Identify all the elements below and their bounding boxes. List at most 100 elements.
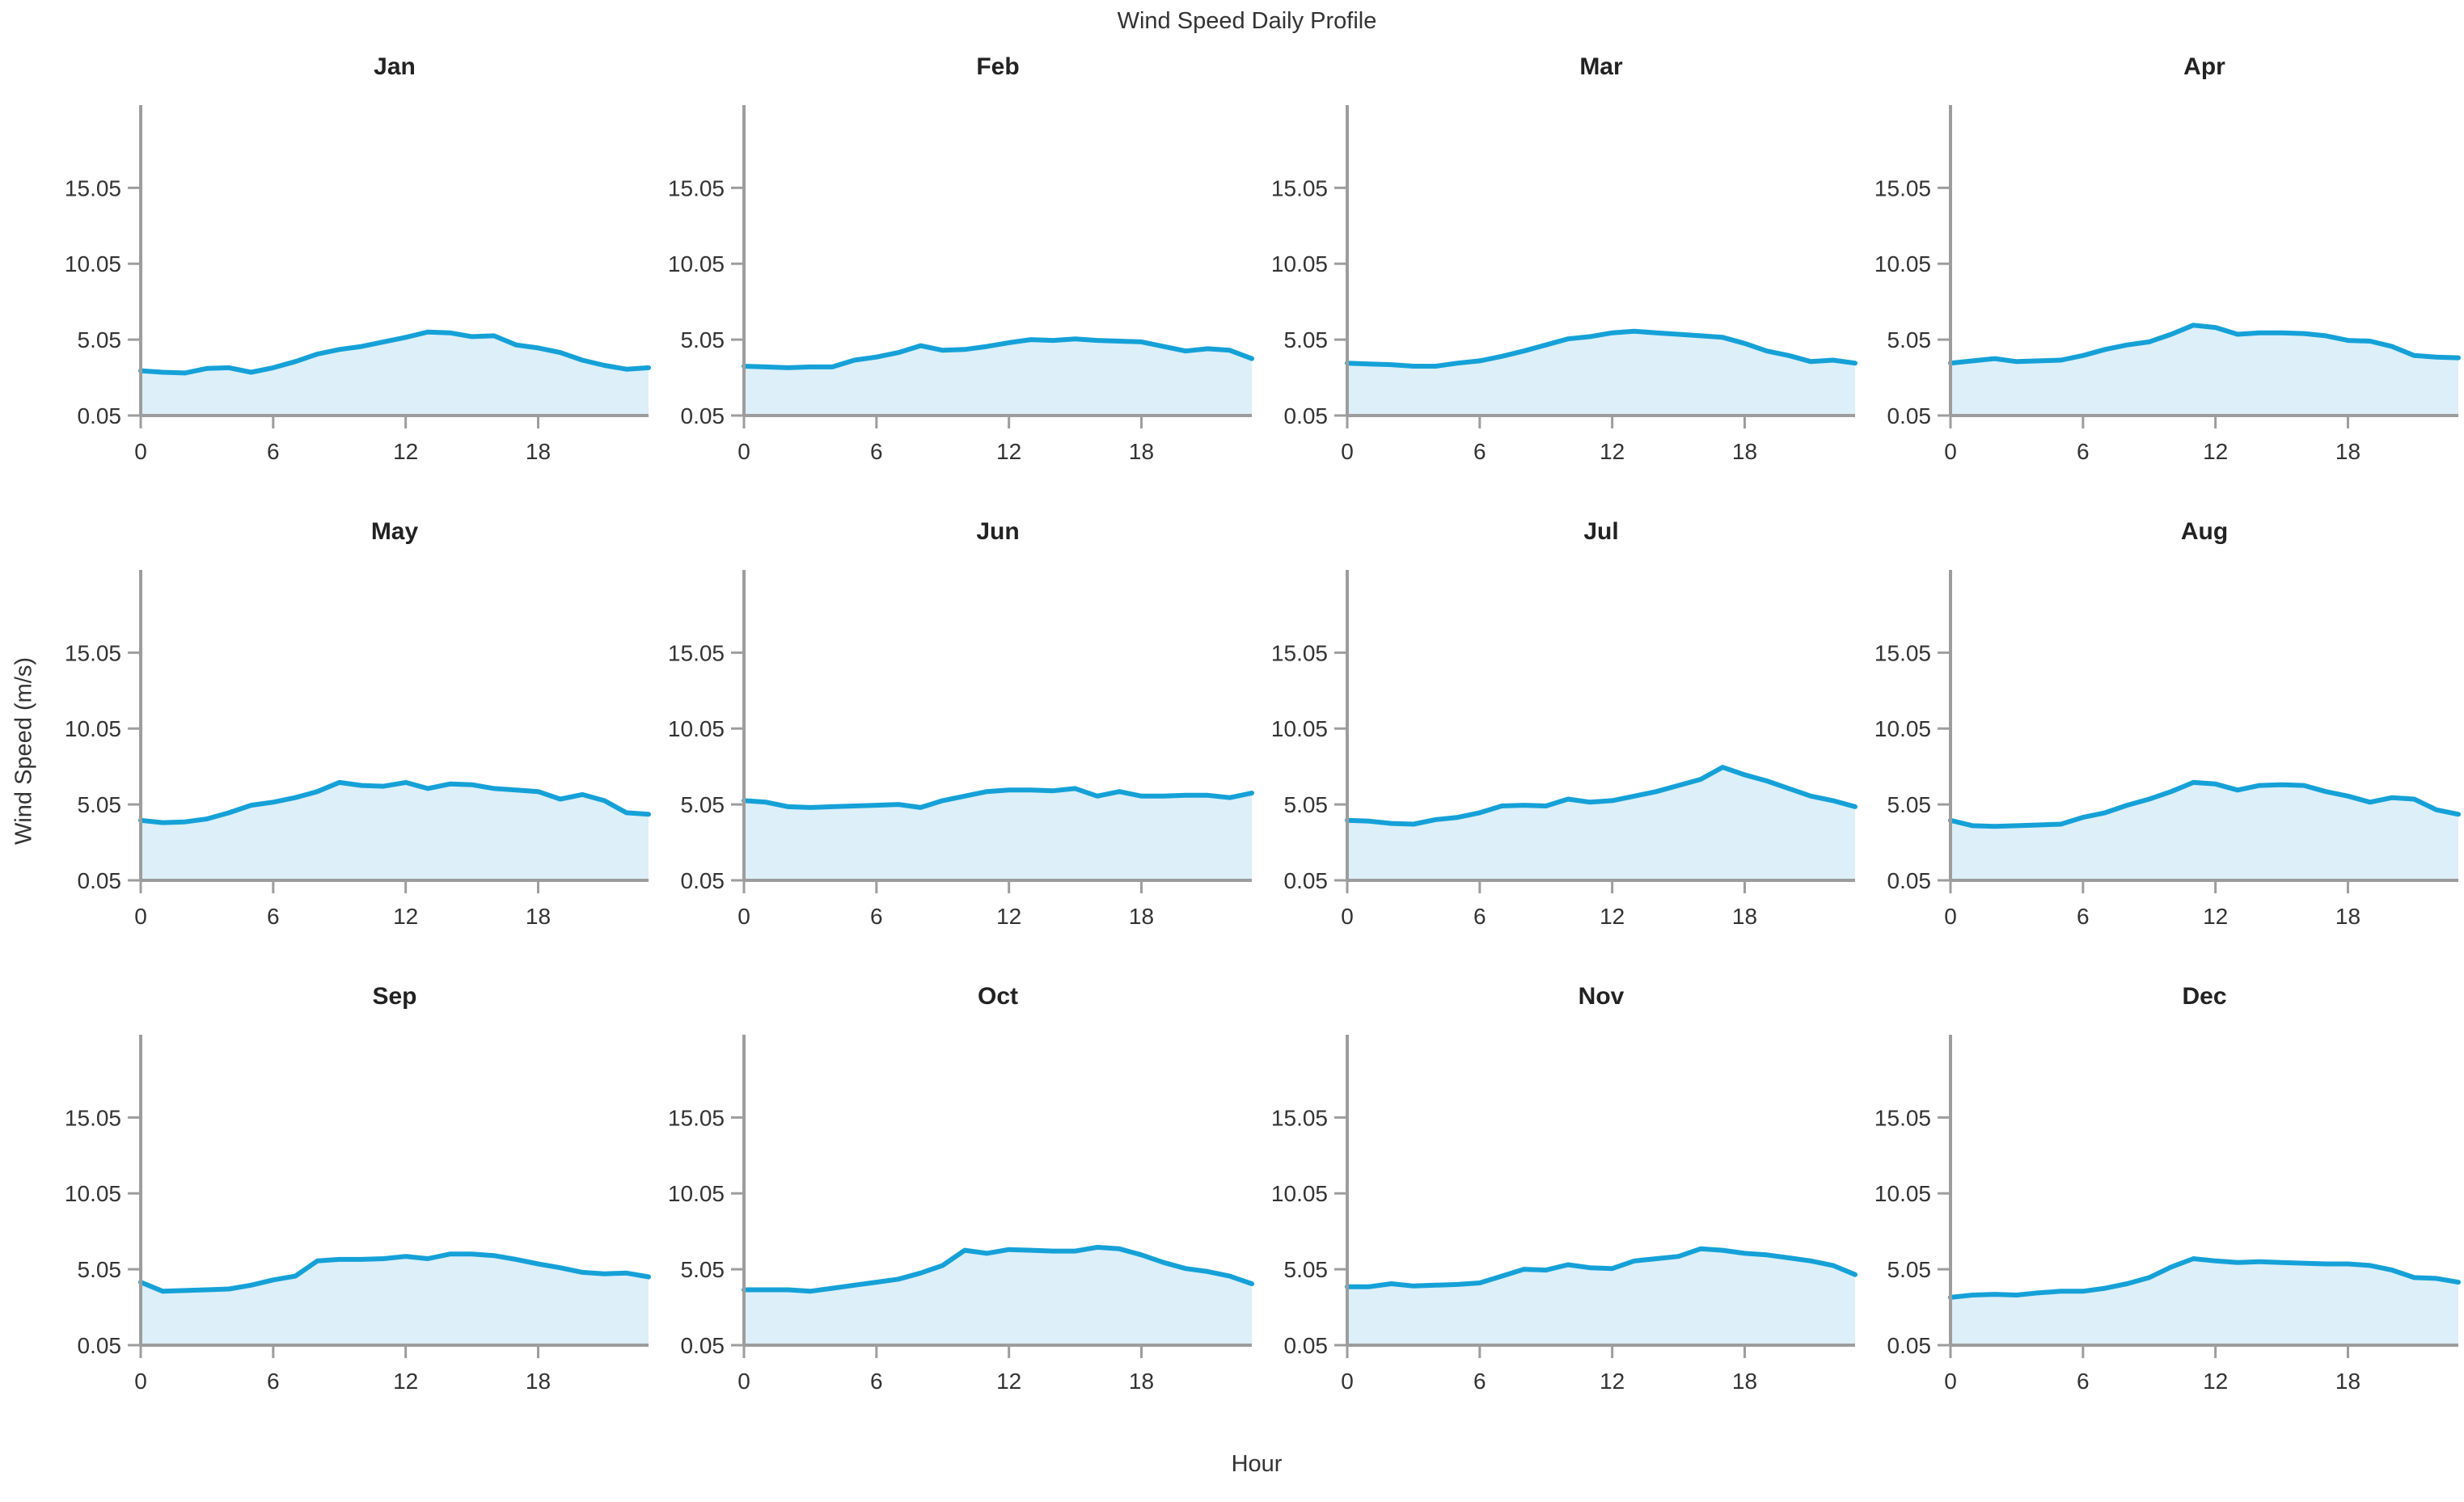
y-tick-label: 10.05 [668,716,725,741]
y-tick-label: 5.05 [681,327,725,352]
x-tick-label: 6 [2077,1369,2090,1394]
subplot-oct: 0.05 5.05 10.05 15.05 0 6 12 18 Oct [668,983,1254,1394]
x-tick-label: 6 [870,904,883,929]
area-jul [1347,767,1855,880]
x-tick-label: 12 [393,1369,418,1394]
subplot-aug: 0.05 5.05 10.05 15.05 0 6 12 18 Aug [1874,518,2461,929]
subplot-mar: 0.05 5.05 10.05 15.05 0 6 12 18 Mar [1271,53,1858,464]
subplot-title: Jul [1583,518,1618,545]
y-tick-label: 5.05 [1284,1257,1329,1282]
line-oct [742,1244,1254,1294]
y-tick-label: 0.05 [78,403,122,428]
x-tick-label: 6 [267,1369,280,1394]
y-tick-label: 10.05 [1271,1181,1328,1206]
x-tick-label: 6 [2077,904,2090,929]
x-tick-label: 12 [996,1369,1021,1394]
x-tick-label: 18 [526,1369,551,1394]
line-feb [742,336,1254,370]
y-tick-label: 15.05 [1874,1105,1931,1130]
subplot-title: Aug [2181,518,2228,545]
y-tick-label: 5.05 [1887,792,1932,817]
x-tick-label: 0 [134,439,147,464]
x-tick-label: 6 [1473,439,1486,464]
x-tick-label: 6 [267,439,280,464]
x-tick-label: 12 [1600,1369,1625,1394]
y-tick-label: 10.05 [65,716,121,741]
y-tick-label: 10.05 [1874,251,1931,276]
line-mar [1345,328,1858,369]
area-sep [141,1254,649,1345]
y-tick-label: 15.05 [1874,640,1931,665]
y-tick-label: 0.05 [1284,868,1329,893]
y-tick-label: 15.05 [1874,175,1931,200]
area-dec [1950,1259,2458,1345]
x-tick-label: 18 [1129,1369,1154,1394]
subplot-apr: 0.05 5.05 10.05 15.05 0 6 12 18 Apr [1874,53,2461,464]
x-tick-label: 0 [1944,1369,1957,1394]
y-tick-label: 5.05 [681,1257,725,1282]
line-apr [1948,323,2461,366]
line-jan [138,329,651,376]
subplot-jun: 0.05 5.05 10.05 15.05 0 6 12 18 Jun [668,518,1254,929]
y-tick-label: 0.05 [78,1333,122,1358]
x-tick-label: 18 [1129,439,1154,464]
x-tick-label: 0 [1341,1369,1354,1394]
y-tick-label: 0.05 [681,868,725,893]
line-may [138,779,651,825]
area-oct [744,1247,1252,1345]
y-tick-label: 5.05 [681,792,725,817]
y-tick-label: 5.05 [1887,1257,1932,1282]
figure-title: Wind Speed Daily Profile [1117,8,1377,34]
line-jun [742,786,1254,810]
y-tick-label: 15.05 [668,175,725,200]
y-tick-label: 10.05 [1271,251,1328,276]
x-tick-label: 12 [996,439,1021,464]
y-tick-label: 5.05 [78,792,122,817]
subplot-grid: 0.05 5.05 10.05 15.05 0 6 12 18 Jan 0.05 5.05 10.0… [50,42,2463,1437]
subplot-may: 0.05 5.05 10.05 15.05 0 6 12 18 May [65,518,651,929]
subplot-title: Feb [976,53,1019,80]
y-tick-label: 15.05 [65,1105,121,1130]
y-tick-label: 15.05 [65,640,121,665]
area-mar [1347,331,1855,416]
y-tick-label: 10.05 [668,1181,725,1206]
y-tick-label: 5.05 [1284,792,1329,817]
y-tick-label: 15.05 [65,175,121,200]
subplot-title: Jan [374,53,416,80]
y-tick-label: 15.05 [668,1105,725,1130]
y-tick-label: 10.05 [1874,716,1931,741]
x-tick-label: 12 [1600,439,1625,464]
y-tick-label: 15.05 [1271,175,1328,200]
subplot-dec: 0.05 5.05 10.05 15.05 0 6 12 18 Dec [1874,983,2461,1394]
x-tick-label: 12 [996,904,1021,929]
line-jul [1345,765,1858,827]
subplot-jul: 0.05 5.05 10.05 15.05 0 6 12 18 Jul [1271,518,1858,929]
subplot-title: Apr [2183,53,2225,80]
x-tick-label: 0 [1944,904,1957,929]
area-nov [1347,1248,1855,1345]
y-axis-label: Wind Speed (m/s) [11,656,37,846]
x-tick-label: 6 [1473,1369,1486,1394]
x-tick-label: 12 [393,439,418,464]
x-tick-label: 6 [870,439,883,464]
subplot-feb: 0.05 5.05 10.05 15.05 0 6 12 18 Feb [668,53,1254,464]
area-jan [141,331,649,416]
x-tick-label: 0 [738,439,750,464]
y-tick-label: 5.05 [78,327,122,352]
area-jun [744,788,1252,880]
line-aug [1948,779,2461,829]
y-tick-label: 15.05 [668,640,725,665]
area-may [141,782,649,880]
x-tick-label: 0 [134,904,147,929]
y-tick-label: 10.05 [1271,716,1328,741]
subplot-title: Sep [372,983,416,1010]
y-tick-label: 10.05 [1874,1181,1931,1206]
x-tick-label: 12 [2203,904,2228,929]
y-tick-label: 0.05 [1887,1333,1932,1358]
subplot-title: Nov [1579,983,1625,1010]
line-sep [138,1251,651,1294]
subplot-title: Oct [978,983,1018,1010]
y-tick-label: 10.05 [668,251,725,276]
line-nov [1345,1246,1858,1289]
x-tick-label: 0 [134,1369,147,1394]
